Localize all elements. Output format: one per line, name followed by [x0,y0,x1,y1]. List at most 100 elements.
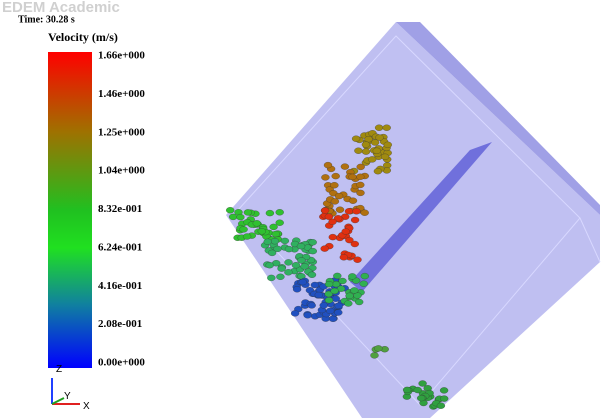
particle [340,254,348,260]
particle [281,238,289,244]
particle [357,190,365,196]
particle [325,297,333,303]
particle [384,142,392,148]
particle [272,231,280,237]
particle [368,156,376,162]
particle [266,262,274,268]
particle [297,243,305,249]
particle [308,302,316,308]
particle [414,387,422,393]
particle [321,208,329,214]
particle [243,234,251,240]
particle [335,303,343,309]
legend-label: 1.04e+000 [98,165,145,177]
particle [258,228,266,234]
particle [311,282,319,288]
particle [325,214,333,220]
particle [361,210,369,216]
particle [291,310,299,316]
particle [293,286,301,292]
particle [341,164,349,170]
particle [361,273,369,279]
particle [381,154,389,160]
axis-x: X [83,401,90,412]
legend-label: 1.66e+000 [98,50,145,62]
legend-title: Velocity (m/s) [48,30,118,44]
particle [360,281,368,287]
particle [339,278,347,284]
particle [374,168,382,174]
particle [309,239,317,245]
particle [437,403,445,409]
particle [320,302,328,308]
time-label: Time: 30.28 s [18,14,75,25]
particle [344,301,352,307]
particle [440,396,448,402]
particle [371,352,379,358]
particle [362,142,370,148]
particle [335,193,343,199]
particle [264,239,272,245]
legend-label: 6.24e-001 [98,241,142,253]
axis-y: Y [64,391,71,402]
particle [356,182,364,188]
legend-label: 2.08e-001 [98,318,142,330]
particle [375,125,383,131]
particle [278,266,286,272]
particle [353,208,361,214]
particle [326,308,334,314]
particle [330,182,338,188]
legend-label: 8.32e-001 [98,203,142,215]
particle [271,238,279,244]
particle [334,310,342,316]
particle [349,174,357,180]
particle [373,148,381,154]
particle [362,149,370,155]
particle [253,220,261,226]
particle [266,210,274,216]
particle [244,209,252,215]
particle [354,148,362,154]
particle [321,174,329,180]
particle [348,273,356,279]
particle [226,207,234,213]
particle [333,273,341,279]
particle [270,224,278,230]
particle [331,288,339,294]
legend-label: 1.25e+000 [98,126,145,138]
particle [321,246,329,252]
particle [297,257,305,263]
axis-triad: Z Y X [52,364,90,412]
particle [383,125,391,131]
particle [329,234,337,240]
particle [403,387,411,393]
particle [357,164,365,170]
particle [374,345,382,351]
axis-z: Z [56,364,62,375]
particle [352,136,360,142]
particle [350,287,358,293]
particle [336,207,344,213]
particle [309,248,317,254]
particle [329,316,337,322]
particle [268,250,276,256]
particle [324,162,332,168]
particle [345,237,353,243]
particle [371,140,379,146]
particle [356,174,364,180]
particle [419,381,427,387]
particle [276,274,284,280]
particle [285,259,293,265]
particle [236,214,244,220]
particle [276,209,284,215]
particle [308,272,316,278]
legend-label: 1.46e+000 [98,88,145,100]
particle [304,312,312,318]
particle [267,275,275,281]
particle [331,198,339,204]
viewport: EDEM Academic Time: 30.28 s Velocity (m/… [0,0,602,418]
particle [332,173,340,179]
color-bar [48,52,92,368]
particle [325,281,333,287]
legend-label: 4.16e-001 [98,280,142,292]
